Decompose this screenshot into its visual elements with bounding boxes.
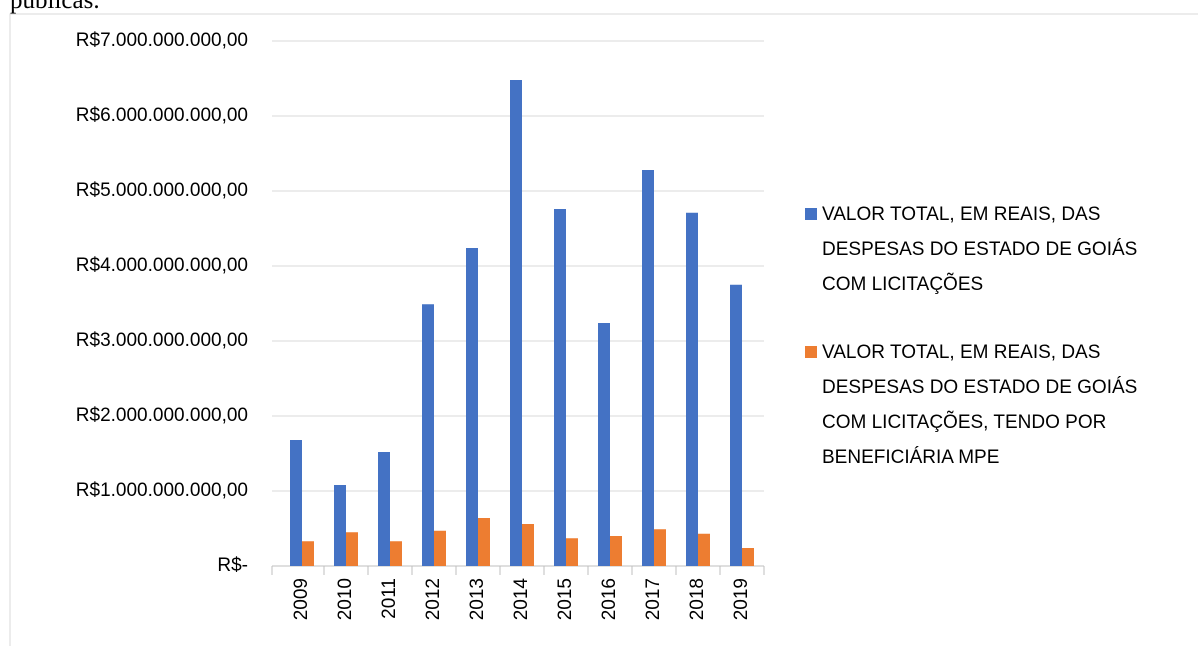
bar [390,541,402,566]
x-tick-label: 2011 [379,578,400,619]
bar [642,170,654,566]
bar [378,452,390,566]
x-tick-label: 2013 [467,578,488,620]
bar [686,212,698,566]
bar [522,524,534,566]
y-tick-label: R$3.000.000.000,00 [76,330,248,351]
x-tick-label: 2012 [423,578,444,620]
bar [610,536,622,566]
x-tick-label: 2016 [599,578,620,620]
y-tick-label: R$5.000.000.000,00 [76,180,248,201]
bar [302,541,314,566]
bar [466,248,478,566]
x-tick-label: 2019 [731,578,752,620]
y-tick-label: R$1.000.000.000,00 [76,480,248,501]
bar [566,538,578,566]
bar [698,533,710,566]
legend-swatch [805,346,817,358]
bar [554,209,566,566]
bar [290,440,302,566]
y-tick-label: R$4.000.000.000,00 [76,255,248,276]
legend-label: VALOR TOTAL, EM REAIS, DAS DESPESAS DO E… [822,342,1138,468]
bar [510,80,522,566]
bar [742,548,754,566]
y-tick-label: R$6.000.000.000,00 [76,105,248,126]
bar [730,284,742,566]
header-text: públicas. [10,0,100,14]
bar [422,304,434,566]
x-tick-label: 2018 [687,578,708,620]
bar [434,530,446,566]
y-tick-label: R$7.000.000.000,00 [76,30,248,51]
x-tick-label: 2014 [511,578,532,621]
bar [346,532,358,566]
y-tick-label: R$2.000.000.000,00 [76,405,248,426]
chart-border [9,13,1198,646]
y-tick-label: R$- [217,555,248,576]
x-tick-label: 2010 [335,578,356,620]
x-tick-label: 2015 [555,578,576,620]
bar [598,323,610,566]
x-tick-label: 2017 [643,578,664,620]
legend-swatch [805,208,817,220]
bar [334,485,346,566]
bar [654,529,666,566]
x-tick-label: 2009 [291,578,312,620]
legend-label: VALOR TOTAL, EM REAIS, DAS DESPESAS DO E… [822,204,1138,295]
bar [478,518,490,566]
